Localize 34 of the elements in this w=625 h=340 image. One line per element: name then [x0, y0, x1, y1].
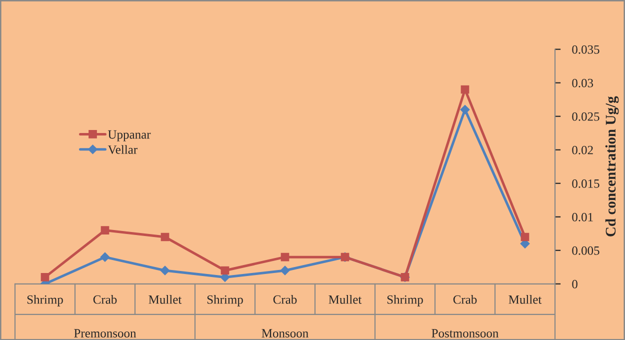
point [220, 266, 230, 275]
x-tick-label: Mullet [148, 295, 182, 304]
y-tick-label: 0.01 [572, 212, 593, 222]
y-tick-label: 0.015 [572, 179, 600, 188]
y-tick-label: 0.005 [572, 246, 600, 255]
x-tick-label: Crab [273, 295, 297, 304]
x-tick-label: Mullet [328, 295, 362, 304]
x-tick-label: Shrimp [207, 295, 243, 306]
y-axis-title: Cd concentration Ug/g [605, 96, 619, 236]
point [280, 266, 290, 276]
y-tick-label: 0.025 [572, 112, 600, 121]
point [40, 273, 50, 282]
point [520, 232, 530, 242]
y-tick-label: 0.035 [572, 45, 600, 54]
point [100, 252, 110, 262]
x-tick-label: Mullet [508, 295, 542, 304]
y-tick-label: 0.02 [572, 146, 593, 154]
point [460, 105, 470, 114]
point [160, 266, 170, 276]
x-tick-label: Shrimp [27, 295, 63, 306]
x-tick-label: Crab [453, 295, 477, 304]
point [460, 85, 470, 94]
text: Monsoon [262, 329, 308, 338]
x-tick-label: Shrimp [387, 295, 423, 306]
point [160, 232, 170, 242]
legend-label: Vellar [108, 145, 138, 154]
x-tick-label: Crab [93, 295, 117, 304]
text: Premonsoon [74, 329, 136, 338]
point [100, 226, 110, 234]
y-tick-label: 0 [572, 280, 578, 288]
point [280, 252, 290, 262]
text: Postmonsoon [432, 329, 498, 338]
y-tick-label: 0.03 [572, 78, 594, 88]
legend-label: Uppanar [108, 130, 151, 142]
